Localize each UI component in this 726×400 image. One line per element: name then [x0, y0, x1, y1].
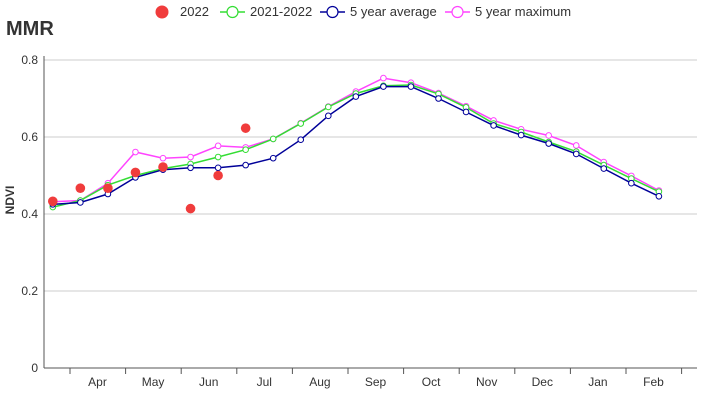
data-point-5-year-maximum	[572, 142, 580, 149]
data-point-5-year-maximum	[187, 153, 194, 161]
axes: 0 0.2 0.4 0.6 0.8 Apr May Jun Jul Aug Sep Oct Nov Dec…	[21, 53, 697, 389]
data-point-5-year-average	[628, 179, 635, 187]
legend-item-5-year-average[interactable]: 5 year average	[320, 4, 437, 19]
series-layer	[48, 74, 663, 214]
x-tick-label-nov: Nov	[476, 375, 497, 389]
data-point-5-year-average	[572, 150, 580, 158]
data-point-2022	[185, 203, 196, 214]
series-2021-2022	[49, 81, 663, 211]
y-tick-label: 0.8	[21, 53, 38, 67]
legend-item-2021-2022[interactable]: 2021-2022	[220, 4, 312, 19]
data-point-2022	[103, 183, 113, 194]
data-point-2021-2022	[242, 146, 249, 154]
data-point-5-year-average	[269, 154, 277, 162]
data-point-2022	[240, 123, 251, 133]
y-tick-label: 0	[31, 361, 38, 375]
legend-label-2021-2022: 2021-2022	[250, 4, 312, 19]
y-tick-label: 0.4	[21, 207, 38, 221]
data-point-5-year-maximum	[380, 74, 387, 82]
data-point-5-year-average	[380, 83, 387, 90]
data-point-5-year-average	[325, 112, 332, 120]
data-point-5-year-average	[352, 93, 360, 100]
data-point-5-year-average	[655, 192, 663, 200]
series-line-2021-2022	[52, 84, 660, 208]
x-tick-label-aug: Aug	[309, 375, 330, 389]
data-point-5-year-average	[600, 165, 608, 172]
data-point-5-year-maximum	[214, 142, 222, 150]
y-tick-label: 0.2	[21, 284, 38, 298]
x-tick-label-sep: Sep	[365, 375, 387, 389]
legend-item-2022[interactable]: 2022	[155, 4, 209, 19]
x-tick-label-dec: Dec	[532, 375, 553, 389]
legend-label-5-year-average: 5 year average	[350, 4, 437, 19]
data-point-2021-2022	[214, 153, 222, 161]
data-point-5-year-maximum	[159, 154, 167, 162]
data-point-5-year-average	[214, 164, 222, 172]
x-tick-label-may: May	[142, 375, 165, 389]
data-point-5-year-average	[545, 140, 553, 147]
data-point-2022	[75, 183, 86, 194]
data-point-2022	[130, 167, 141, 178]
data-point-5-year-average	[77, 199, 84, 206]
legend-item-5-year-maximum[interactable]: 5 year maximum	[445, 4, 571, 19]
x-tick-label-apr: Apr	[88, 375, 107, 389]
x-tick-label-jun: Jun	[199, 375, 218, 389]
legend-marker-5-year-average	[326, 5, 339, 19]
data-point-2022	[213, 170, 223, 181]
chart-title: MMR	[6, 18, 54, 40]
x-tick-label-jan: Jan	[588, 375, 607, 389]
y-tick-label: 0.6	[21, 130, 38, 144]
data-point-2021-2022	[325, 103, 332, 111]
legend-marker-2022	[155, 5, 169, 19]
data-point-2022	[48, 196, 58, 207]
x-tick-label-oct: Oct	[422, 375, 441, 389]
data-point-5-year-maximum	[132, 148, 139, 156]
data-point-5-year-average	[242, 161, 249, 169]
data-point-5-year-maximum	[545, 132, 553, 139]
series-line-5-year-average	[52, 85, 660, 206]
grid-lines	[44, 59, 697, 292]
legend-label-2022: 2022	[180, 4, 209, 19]
data-point-5-year-average	[297, 136, 305, 143]
data-point-5-year-average	[435, 95, 442, 102]
data-point-2021-2022	[269, 135, 277, 143]
data-point-2022	[158, 162, 168, 172]
x-tick-label-feb: Feb	[643, 375, 664, 389]
legend-marker-5-year-maximum	[451, 5, 464, 19]
data-point-5-year-average	[187, 164, 194, 172]
series-5-year-average	[49, 83, 663, 208]
data-point-5-year-average	[462, 108, 470, 116]
series-2022	[48, 123, 251, 214]
legend: 2022 2021-2022 5 year average 5 year maximu…	[155, 4, 571, 19]
legend-label-5-year-maximum: 5 year maximum	[475, 4, 571, 19]
data-point-5-year-average	[490, 122, 497, 129]
y-axis-label: NDVI	[3, 186, 17, 215]
data-point-2021-2022	[297, 120, 305, 127]
data-point-5-year-average	[407, 83, 415, 90]
x-tick-label-jul: Jul	[257, 375, 272, 389]
legend-marker-2021-2022	[226, 5, 239, 19]
data-point-5-year-average	[517, 131, 525, 139]
